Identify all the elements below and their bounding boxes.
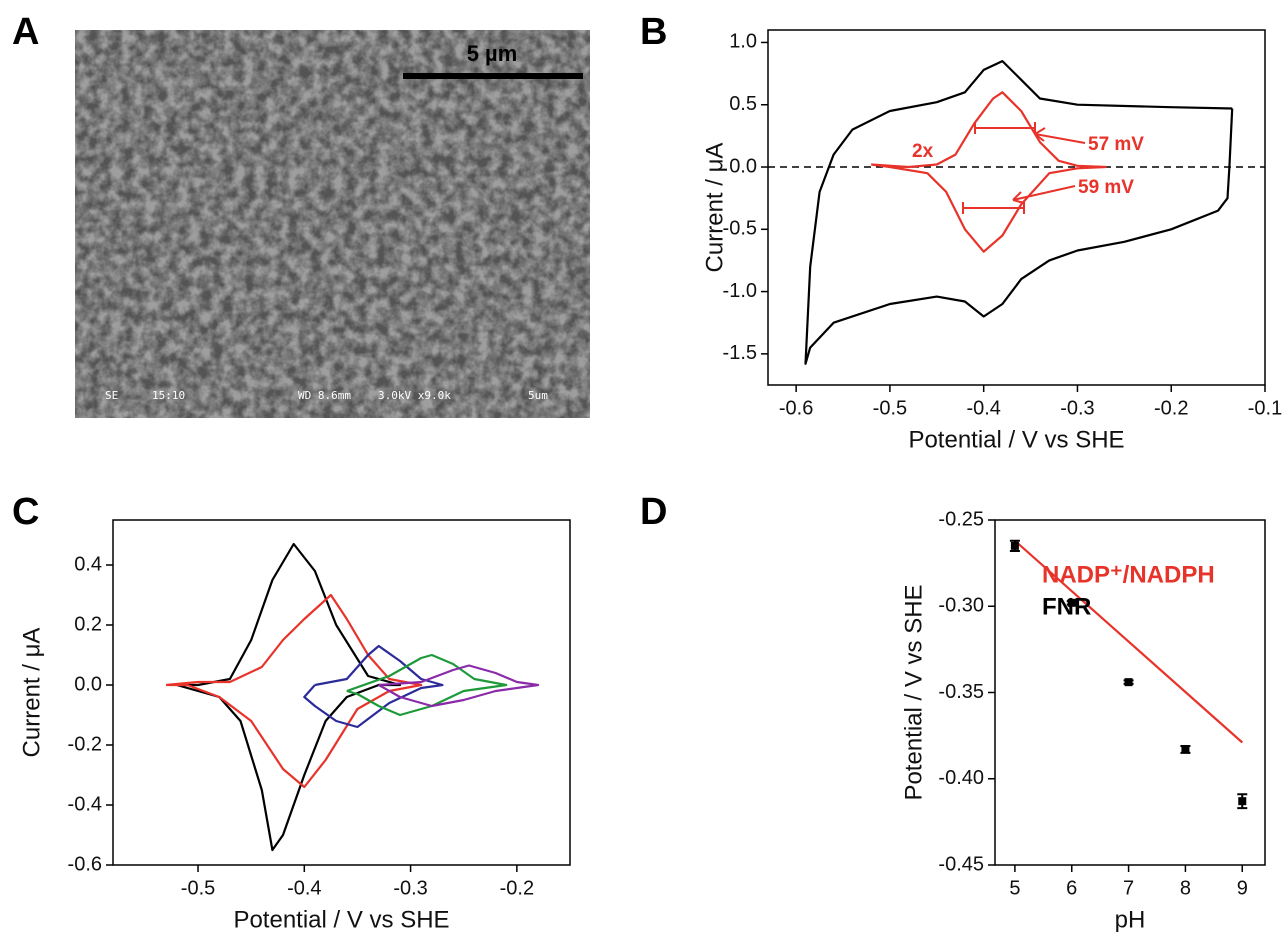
- y-tick-label: -0.25: [938, 508, 984, 530]
- panel-label: A: [12, 11, 39, 53]
- cv-curve: [165, 593, 423, 789]
- x-tick-label: -0.3: [1060, 397, 1094, 419]
- legend-label: FNR: [1042, 593, 1091, 620]
- x-tick-label: -0.3: [393, 877, 427, 899]
- cv-curve: [176, 542, 402, 852]
- y-tick-label: -0.45: [938, 853, 984, 875]
- y-tick-label: -1.5: [723, 342, 757, 364]
- x-axis-label: Potential / V vs SHE: [233, 906, 449, 932]
- x-tick-label: -0.2: [1154, 397, 1188, 419]
- sem-info: 5um: [528, 389, 548, 402]
- arrow: [1034, 127, 1086, 144]
- y-tick-label: 0.4: [74, 553, 102, 575]
- x-tick-label: -0.6: [779, 397, 813, 419]
- y-tick-label: -0.35: [938, 681, 984, 703]
- y-axis-label: Current / μA: [701, 143, 728, 273]
- arrow: [1012, 185, 1076, 204]
- sem-info: 15:10: [152, 389, 185, 402]
- point: [1010, 541, 1019, 550]
- plot-frame: [767, 29, 1266, 386]
- y-axis-label: Current / μA: [18, 628, 45, 758]
- x-tick-label: 6: [1066, 877, 1077, 899]
- plot-frame: [112, 519, 571, 866]
- x-tick-label: -0.5: [181, 877, 215, 899]
- cv-curve: [871, 91, 1107, 253]
- y-tick-label: 0.0: [74, 673, 102, 695]
- y-tick-label: -0.5: [723, 218, 757, 240]
- annotation: 57 mV: [1088, 134, 1144, 155]
- x-tick-label: -0.4: [287, 877, 321, 899]
- x-tick-label: 5: [1009, 877, 1020, 899]
- sem-info: SE: [105, 389, 118, 402]
- panel-label: D: [640, 491, 667, 533]
- x-tick-label: 9: [1237, 877, 1248, 899]
- legend-label: NADP⁺/NADPH: [1042, 561, 1215, 588]
- x-tick-label: 7: [1123, 877, 1134, 899]
- point: [1181, 745, 1190, 754]
- y-tick-label: -0.40: [938, 767, 984, 789]
- y-tick-label: 0.0: [729, 155, 757, 177]
- fit-line: [1014, 539, 1244, 744]
- x-tick-label: -0.4: [966, 397, 1000, 419]
- x-tick-label: -0.2: [500, 877, 534, 899]
- x-tick-label: 8: [1180, 877, 1191, 899]
- y-tick-label: -0.2: [68, 733, 102, 755]
- point: [1238, 797, 1247, 806]
- scale-bar-label: 5 µm: [467, 41, 518, 66]
- annotation: 59 mV: [1078, 177, 1134, 198]
- y-tick-label: -1.0: [723, 280, 757, 302]
- cv-curve: [346, 653, 508, 717]
- y-axis-label: Potential / V vs SHE: [900, 584, 927, 800]
- y-tick-label: 1.0: [729, 31, 757, 53]
- x-tick-label: -0.5: [873, 397, 907, 419]
- point: [1067, 598, 1076, 607]
- x-tick-label: -0.1: [1248, 397, 1282, 419]
- y-tick-label: 0.5: [729, 93, 757, 115]
- panel-label: B: [640, 11, 667, 53]
- point: [1124, 678, 1133, 687]
- y-tick-label: -0.6: [68, 853, 102, 875]
- sem-info: 3.0kV x9.0k: [378, 389, 451, 402]
- sem-texture: [75, 30, 590, 418]
- sem-image: 5 µm SE 15:10 WD 8.6mm 3.0kV x9.0k 5um: [75, 30, 590, 418]
- cv-curve: [303, 644, 444, 729]
- cv-curve: [804, 60, 1234, 365]
- y-tick-label: -0.4: [68, 793, 102, 815]
- sem-shade: [75, 30, 590, 418]
- panel-label: C: [12, 491, 39, 533]
- x-axis-label: Potential / V vs SHE: [908, 426, 1124, 453]
- annotation: 2x: [912, 141, 934, 162]
- y-tick-label: 0.2: [74, 613, 102, 635]
- y-tick-label: -0.30: [938, 595, 984, 617]
- cv-curve: [378, 664, 540, 708]
- sem-info: WD 8.6mm: [298, 389, 351, 402]
- x-axis-label: pH: [1115, 906, 1146, 932]
